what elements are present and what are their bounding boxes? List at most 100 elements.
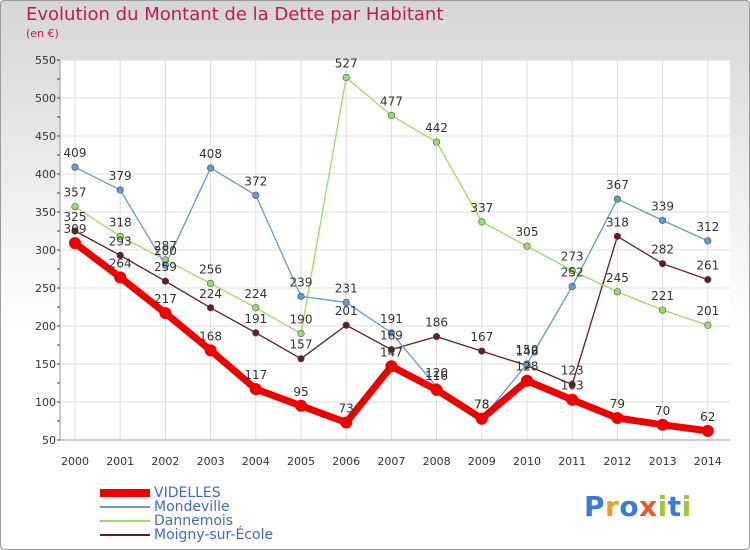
data-point bbox=[704, 321, 712, 329]
y-tick-label: 250 bbox=[35, 282, 56, 295]
data-label: 191 bbox=[380, 312, 403, 326]
data-label: 120 bbox=[425, 366, 448, 380]
logo-letter: t bbox=[667, 490, 682, 523]
data-label: 312 bbox=[696, 220, 719, 234]
data-label: 221 bbox=[651, 289, 674, 303]
data-point bbox=[207, 304, 215, 312]
data-point bbox=[342, 73, 350, 82]
data-label: 117 bbox=[244, 368, 267, 382]
x-tick-label: 2002 bbox=[151, 455, 179, 468]
x-tick-label: 2010 bbox=[513, 455, 541, 468]
data-point bbox=[478, 347, 486, 355]
x-tick-label: 2013 bbox=[649, 455, 677, 468]
data-point bbox=[297, 330, 305, 338]
chart-title: Evolution du Montant de la Dette par Hab… bbox=[26, 4, 444, 25]
y-tick-label: 500 bbox=[35, 92, 56, 105]
data-label: 62 bbox=[700, 410, 715, 424]
logo-letter: x bbox=[639, 490, 658, 523]
x-tick-label: 2000 bbox=[61, 455, 89, 468]
data-point bbox=[613, 232, 622, 240]
data-label: 325 bbox=[64, 210, 87, 224]
data-label: 224 bbox=[244, 287, 267, 301]
data-label: 150 bbox=[516, 343, 539, 357]
data-point bbox=[342, 298, 350, 307]
data-point bbox=[568, 380, 576, 389]
logo-letter: r bbox=[605, 490, 620, 523]
data-label: 527 bbox=[335, 56, 358, 70]
proxiti-logo: Proxiti bbox=[584, 490, 692, 523]
y-tick-label: 350 bbox=[35, 206, 56, 219]
data-point bbox=[433, 138, 441, 146]
legend-label: Mondeville bbox=[154, 499, 230, 515]
data-label: 224 bbox=[199, 287, 222, 301]
data-point bbox=[297, 292, 305, 300]
data-label: 261 bbox=[696, 259, 719, 273]
x-tick-label: 2006 bbox=[332, 455, 360, 468]
x-tick-label: 2007 bbox=[377, 455, 405, 468]
data-label: 339 bbox=[651, 199, 674, 213]
data-point bbox=[114, 271, 127, 284]
data-point bbox=[704, 276, 712, 284]
y-tick-label: 100 bbox=[35, 396, 56, 409]
logo-letter: P bbox=[584, 490, 606, 523]
data-label: 168 bbox=[199, 329, 222, 343]
data-label: 116 bbox=[425, 369, 448, 383]
chart-subtitle: (en €) bbox=[26, 27, 59, 40]
data-point bbox=[658, 260, 667, 268]
data-label: 169 bbox=[380, 329, 403, 343]
data-point bbox=[387, 345, 396, 354]
data-label: 190 bbox=[290, 313, 313, 327]
data-label: 408 bbox=[199, 147, 222, 161]
x-tick-label: 2009 bbox=[468, 455, 496, 468]
data-label: 245 bbox=[606, 271, 629, 285]
data-label: 147 bbox=[380, 345, 403, 359]
data-point bbox=[704, 237, 712, 245]
data-point bbox=[433, 333, 441, 341]
data-point bbox=[161, 261, 169, 269]
legend-label: Moigny-sur-École bbox=[154, 527, 274, 543]
y-tick-label: 400 bbox=[35, 168, 56, 181]
data-point bbox=[521, 374, 533, 387]
x-tick-label: 2011 bbox=[558, 455, 586, 468]
data-label: 191 bbox=[244, 312, 267, 326]
data-label: 231 bbox=[335, 281, 358, 295]
data-point bbox=[71, 227, 79, 235]
x-tick-label: 2014 bbox=[694, 455, 722, 468]
data-point bbox=[116, 232, 124, 240]
data-point bbox=[252, 304, 260, 312]
data-label: 201 bbox=[696, 304, 719, 318]
data-point bbox=[568, 266, 576, 275]
data-point bbox=[656, 418, 669, 431]
data-label: 148 bbox=[516, 345, 539, 359]
x-tick-label: 2004 bbox=[242, 455, 270, 468]
data-label: 78 bbox=[474, 398, 489, 412]
legend-swatch bbox=[100, 489, 150, 497]
legend-swatch bbox=[100, 506, 150, 508]
data-point bbox=[475, 412, 488, 425]
data-label: 372 bbox=[244, 174, 267, 188]
data-point bbox=[430, 383, 443, 396]
data-point bbox=[295, 399, 307, 412]
logo-letter: o bbox=[619, 490, 640, 523]
x-tick-label: 2012 bbox=[603, 455, 631, 468]
legend-label: VIDELLES bbox=[154, 485, 221, 501]
data-label: 477 bbox=[380, 94, 403, 108]
data-point bbox=[342, 321, 350, 329]
logo-letter: i bbox=[681, 490, 692, 523]
data-label: 280 bbox=[154, 244, 177, 258]
legend-label: Dannemois bbox=[154, 513, 234, 529]
data-label: 73 bbox=[339, 402, 354, 416]
x-tick-label: 2001 bbox=[106, 455, 134, 468]
data-label: 95 bbox=[293, 385, 308, 399]
data-label: 293 bbox=[109, 234, 132, 248]
data-label: 287 bbox=[154, 239, 177, 253]
data-label: 78 bbox=[474, 398, 489, 412]
data-label: 409 bbox=[64, 146, 87, 160]
data-label: 318 bbox=[109, 215, 132, 229]
y-tick-label: 550 bbox=[35, 54, 56, 67]
data-label: 273 bbox=[561, 250, 584, 264]
data-label: 201 bbox=[335, 304, 358, 318]
data-point bbox=[297, 355, 305, 363]
data-label: 367 bbox=[606, 178, 629, 192]
